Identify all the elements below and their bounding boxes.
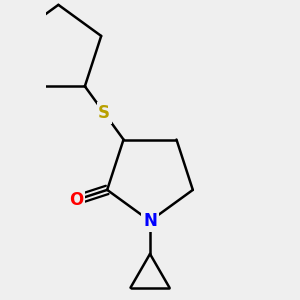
Text: O: O [69,191,83,209]
Text: N: N [143,212,157,230]
Text: S: S [98,104,110,122]
